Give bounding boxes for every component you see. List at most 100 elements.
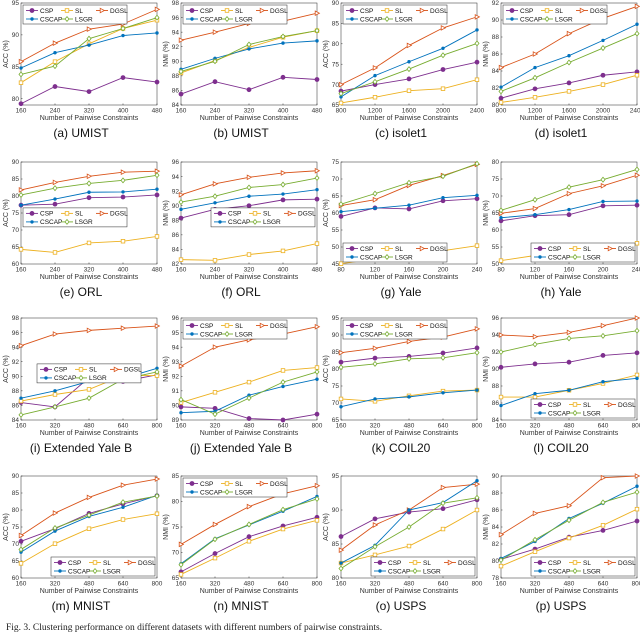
- legend-entry-csp: CSP: [346, 323, 373, 330]
- data-point: [154, 6, 161, 13]
- x-tick-label: 320: [530, 423, 541, 430]
- y-tick-label: 86: [172, 232, 180, 239]
- data-point: [246, 503, 253, 510]
- legend-marker: [537, 560, 543, 565]
- legend-marker: [224, 8, 230, 13]
- x-tick-label: 240: [50, 267, 61, 274]
- legend-entry-csp: CSP: [374, 560, 401, 567]
- data-point: [474, 326, 481, 332]
- legend-marker: [572, 567, 578, 575]
- legend-label: DGSL: [270, 481, 288, 488]
- legend-label: LSGR: [583, 410, 601, 417]
- data-point: [440, 86, 446, 91]
- legend-label: CSCAP: [520, 16, 542, 23]
- data-point: [120, 517, 126, 522]
- legend-marker: [447, 559, 454, 566]
- legend-label: DGSL: [430, 8, 448, 15]
- data-point: [179, 411, 183, 415]
- y-tick-label: 94: [492, 332, 500, 339]
- legend: CSP SL DGSL CSCAP LSGR: [502, 4, 608, 25]
- data-point: [154, 511, 160, 516]
- x-tick-label: 320: [210, 423, 221, 430]
- data-point: [246, 416, 252, 421]
- legend-label: SL: [103, 560, 111, 567]
- legend-entry-cscap: CSCAP: [214, 219, 250, 226]
- series-cscap: [19, 187, 159, 207]
- legend-marker: [350, 17, 354, 21]
- data-point: [87, 43, 91, 47]
- x-tick-label: 480: [152, 108, 163, 115]
- legend-label: CSP: [200, 481, 213, 488]
- data-point: [372, 345, 379, 352]
- data-point: [407, 508, 411, 512]
- legend: CSP SL DGSL CSCAP LSGR: [530, 556, 636, 577]
- legend-entry-dgsl: DGSL: [256, 7, 288, 15]
- y-axis-label: NMI (%): [163, 514, 170, 540]
- legend-label: SL: [583, 560, 591, 567]
- x-axis-label: Number of Pairwise Constraints: [360, 274, 459, 281]
- legend-entry-sl: SL: [221, 323, 243, 330]
- y-tick-label: 90: [12, 373, 20, 380]
- x-tick-label: 80: [497, 267, 505, 274]
- data-point: [600, 332, 606, 339]
- data-point: [246, 252, 252, 257]
- data-point: [441, 196, 445, 200]
- data-point: [154, 79, 160, 85]
- legend-entry-csp: CSP: [534, 246, 561, 253]
- y-tick-label: 85: [172, 473, 180, 480]
- legend: CSP SL DGSL CSCAP LSGR: [342, 242, 448, 263]
- y-tick-label: 55: [492, 244, 500, 251]
- subplot-title: (c) isolet1: [375, 126, 427, 140]
- x-tick-label: 640: [438, 581, 449, 588]
- legend-label: SL: [235, 323, 243, 330]
- data-point: [178, 215, 184, 221]
- y-tick-label: 88: [12, 388, 20, 395]
- data-point: [53, 51, 57, 55]
- legend-marker: [537, 402, 543, 407]
- y-tick-label: 80: [332, 575, 340, 582]
- x-tick-label: 1200: [528, 108, 543, 115]
- legend-label: CSCAP: [54, 375, 76, 382]
- data-point: [246, 203, 252, 209]
- data-point: [178, 191, 185, 198]
- legend-entry-sl: SL: [569, 402, 591, 409]
- legend-label: SL: [235, 481, 243, 488]
- x-tick-label: 160: [496, 423, 507, 430]
- data-point: [154, 168, 161, 175]
- x-tick-label: 400: [118, 108, 129, 115]
- data-point: [566, 502, 573, 509]
- legend-label: LSGR: [395, 254, 413, 261]
- subplot-o: 160 320 480 640 800 80 85 90 95 Number of Pairwis…: [323, 473, 483, 613]
- data-point: [120, 482, 127, 489]
- legend-entry-dgsl: DGSL: [124, 559, 156, 567]
- data-point: [18, 187, 25, 193]
- legend-entry-cscap: CSCAP: [534, 410, 570, 417]
- series-dgsl: [498, 315, 640, 340]
- legend-label: DGSL: [124, 367, 142, 374]
- y-tick-label: 85: [12, 490, 20, 497]
- x-tick-label: 160: [496, 581, 507, 588]
- series-lsgr: [338, 160, 480, 208]
- data-point: [315, 377, 319, 381]
- data-point: [498, 348, 504, 356]
- series-cscap: [19, 31, 159, 70]
- legend-entry-cscap: CSCAP: [54, 568, 90, 575]
- x-tick-label: 240: [210, 267, 221, 274]
- data-point: [600, 528, 606, 533]
- subplot-g: 80 120 160 200 240 45 50 55 60 65 70 75 Number of Pa…: [323, 159, 483, 299]
- data-point: [246, 395, 252, 402]
- subplot-title: (o) USPS: [376, 599, 427, 613]
- legend: CSP SL DGSL CSCAP LSGR: [210, 207, 316, 228]
- y-axis-label: ACC (%): [323, 355, 330, 383]
- legend-label: DGSL: [618, 402, 636, 409]
- legend-label: CSCAP: [548, 568, 570, 575]
- data-point: [440, 25, 447, 31]
- legend-marker: [92, 567, 98, 575]
- data-point: [338, 349, 345, 356]
- x-axis-label: Number of Pairwise Constraints: [360, 588, 459, 595]
- data-point: [213, 201, 217, 205]
- y-tick-label: 70: [12, 541, 20, 548]
- data-point: [179, 207, 183, 212]
- x-tick-label: 1600: [402, 108, 417, 115]
- data-point: [566, 30, 573, 37]
